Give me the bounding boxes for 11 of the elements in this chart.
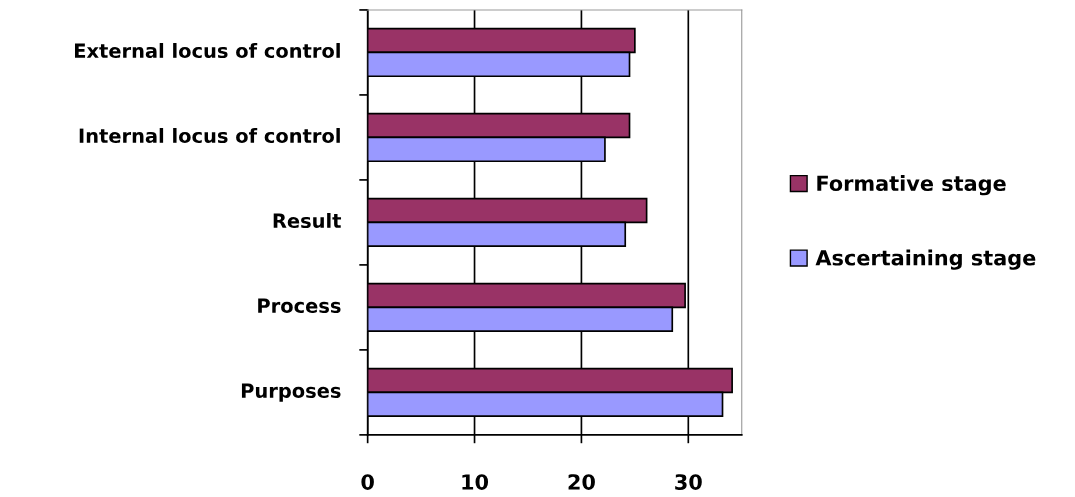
x-tick-label: 0 — [361, 474, 374, 490]
y-tick-label: Result — [273, 213, 342, 229]
y-tick-label: Internal locus of control — [79, 128, 340, 144]
legend-label: Ascertaining stage — [815, 249, 1036, 270]
y-tick-label: Purposes — [241, 383, 341, 402]
y-tick-label: Process — [258, 298, 341, 314]
x-tick-label: 20 — [568, 474, 595, 490]
legend-label: Formative stage — [817, 175, 1006, 196]
x-tick-label: 30 — [675, 474, 702, 490]
y-tick-label: External locus of control — [75, 43, 340, 59]
x-tick-label: 10 — [462, 474, 489, 490]
